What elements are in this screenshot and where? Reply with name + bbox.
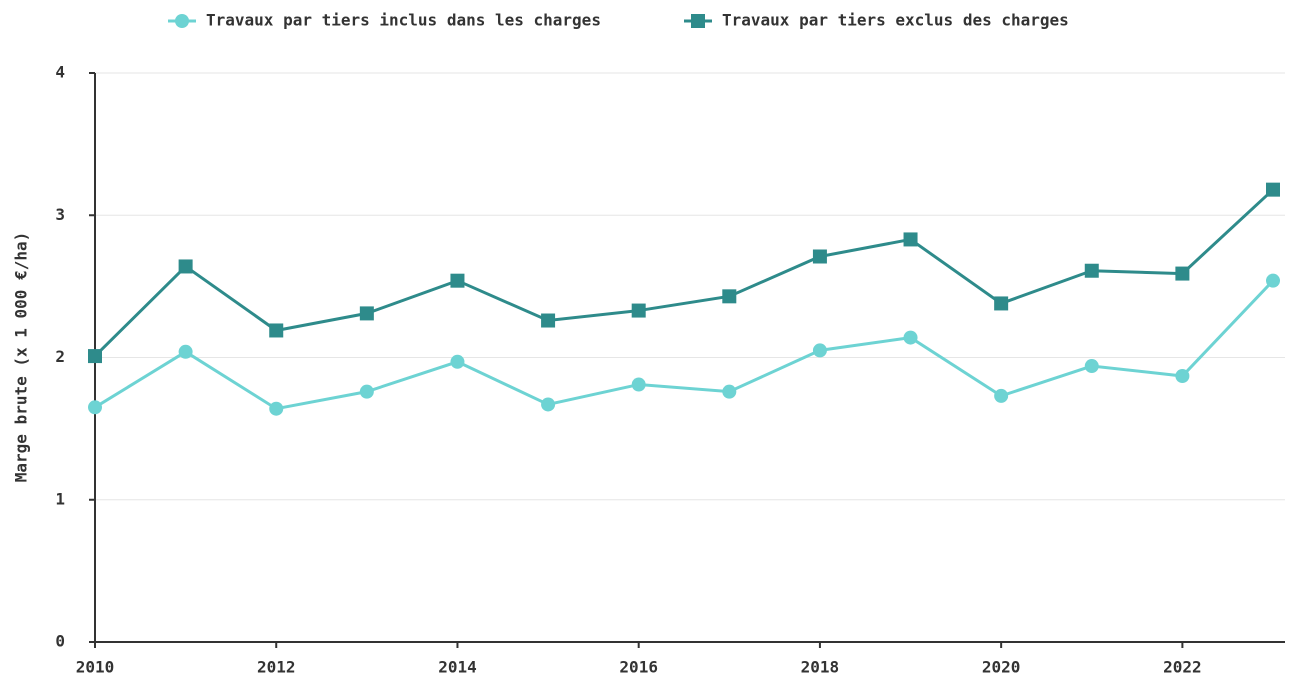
x-tick-label: 2018	[801, 658, 840, 677]
data-point	[450, 354, 465, 369]
data-point	[450, 273, 465, 288]
data-point	[722, 289, 737, 304]
y-tick-label: 4	[55, 63, 65, 82]
data-point	[541, 397, 556, 412]
legend-marker	[175, 14, 189, 28]
data-point	[1266, 182, 1280, 197]
data-point	[1084, 263, 1099, 278]
x-tick-label: 2010	[76, 658, 115, 677]
data-point	[812, 343, 827, 358]
y-tick-label: 1	[55, 489, 65, 508]
x-tick-label: 2014	[438, 658, 477, 677]
data-point	[631, 303, 646, 318]
x-tick-label: 2020	[982, 658, 1021, 677]
data-point	[269, 401, 284, 416]
data-point	[1175, 266, 1190, 281]
data-point	[269, 323, 284, 338]
data-point	[88, 349, 102, 364]
data-point	[359, 306, 374, 321]
data-point	[1175, 368, 1190, 383]
data-point	[722, 384, 737, 399]
data-point	[994, 388, 1009, 403]
y-axis-label: Marge brute (x 1 000 €/ha)	[12, 232, 31, 482]
y-tick-label: 2	[55, 347, 65, 366]
legend-marker	[691, 14, 705, 28]
series-line	[94, 279, 1275, 411]
x-tick-label: 2016	[619, 658, 658, 677]
data-point	[903, 330, 918, 345]
data-point	[88, 400, 102, 415]
data-point	[903, 232, 918, 247]
data-point	[178, 344, 193, 359]
data-point	[994, 296, 1009, 311]
data-point	[1266, 273, 1280, 288]
data-point	[178, 259, 193, 274]
legend-label: Travaux par tiers exclus des charges	[722, 11, 1069, 30]
data-point	[541, 313, 556, 328]
series-line	[93, 188, 1275, 358]
y-tick-label: 3	[55, 205, 65, 224]
y-tick-label: 0	[55, 632, 65, 651]
x-tick-label: 2012	[257, 658, 296, 677]
legend-label: Travaux par tiers inclus dans les charge…	[206, 11, 601, 30]
data-point	[1084, 359, 1099, 374]
data-point	[359, 384, 374, 399]
x-tick-label: 2022	[1163, 658, 1202, 677]
data-point	[631, 377, 646, 392]
data-point	[812, 249, 827, 264]
